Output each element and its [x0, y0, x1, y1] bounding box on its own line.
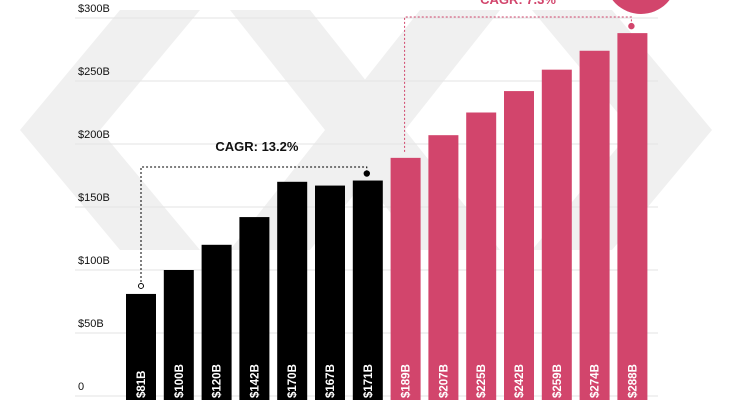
bar-value-label: $189B	[401, 364, 413, 398]
bar	[541, 69, 572, 400]
bar-value-label: $167B	[325, 364, 337, 398]
bar	[239, 217, 270, 400]
cagr-marker-end	[363, 170, 370, 177]
bars: $81B $100B $120B $142B $170B $167B $171B $189B $…	[126, 33, 648, 400]
y-tick-label: 0	[78, 381, 84, 393]
bar	[390, 157, 421, 400]
bar-value-label: $225B	[476, 364, 488, 398]
y-tick-label: $150B	[78, 192, 110, 204]
watermark-chevron-left	[20, 10, 200, 250]
y-axis: 0 $50B $100B $150B $200B $250B $300B	[78, 3, 110, 393]
corner-badge	[612, 0, 670, 14]
corner-badge-circle	[612, 0, 670, 14]
bar-value-label: $170B	[287, 364, 299, 398]
bar	[277, 181, 308, 400]
y-tick-label: $50B	[78, 318, 104, 330]
cagr-marker-start	[138, 282, 144, 289]
bar-value-label: $274B	[590, 364, 602, 398]
bar	[315, 185, 345, 400]
bar	[428, 135, 459, 400]
y-tick-label: $300B	[78, 3, 110, 15]
bar-value-label: $242B	[514, 364, 526, 398]
bar	[617, 33, 648, 400]
bar	[163, 270, 194, 400]
bar	[352, 180, 383, 400]
bar	[126, 293, 156, 400]
bar-value-label: $142B	[249, 364, 261, 398]
bar	[504, 91, 534, 400]
cagr-label-forecast: CAGR: 7.3%	[480, 0, 556, 7]
bar-value-label: $120B	[212, 364, 224, 398]
y-tick-label: $200B	[78, 129, 110, 141]
bar-value-label: $81B	[136, 371, 148, 399]
bar-value-label: $288B	[627, 364, 639, 398]
bar-value-label: $100B	[174, 364, 186, 398]
cagr-bracket-historical	[140, 166, 368, 286]
bar-value-label: $207B	[438, 364, 450, 398]
cagr-bracket-forecast	[404, 16, 632, 152]
bar	[466, 112, 497, 400]
bar	[201, 244, 232, 400]
y-tick-label: $250B	[78, 66, 110, 78]
bar-value-label: $259B	[552, 364, 564, 398]
bar	[579, 50, 610, 400]
y-tick-label: $100B	[78, 255, 110, 267]
cagr-marker-forecast-end	[628, 22, 635, 30]
bar-value-label: $171B	[363, 364, 375, 398]
cagr-label-historical: CAGR: 13.2%	[215, 139, 299, 154]
cagr-annotations: CAGR: 13.2% CAGR: 7.3%	[138, 0, 635, 289]
